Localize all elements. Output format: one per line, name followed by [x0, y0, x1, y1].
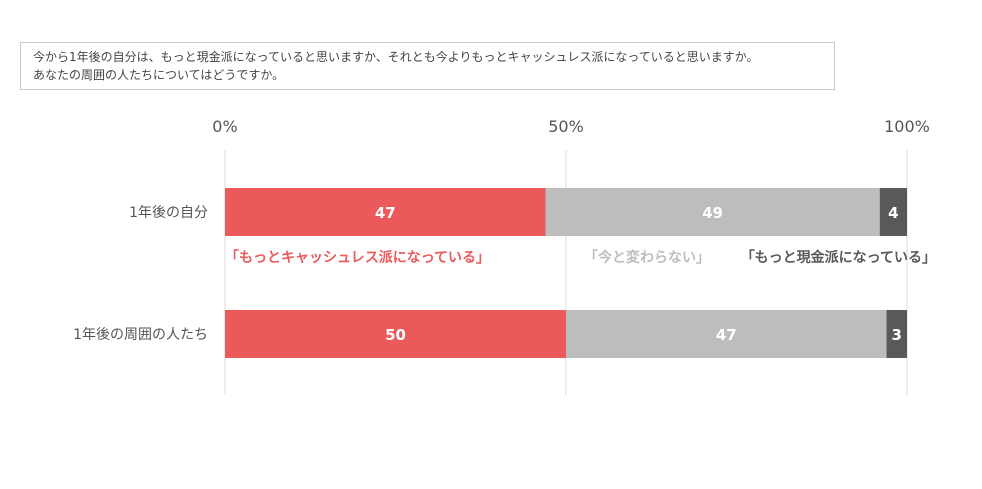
- data-label: 3: [892, 326, 902, 344]
- category-label: 1年後の周囲の人たち: [73, 327, 208, 343]
- bar-segment: [566, 310, 887, 358]
- bar-segment: [545, 188, 880, 236]
- legend-label: 「もっと現金派になっている」: [741, 249, 936, 266]
- question-line-2: あなたの周囲の人たちについてはどうですか。: [33, 68, 285, 82]
- legend-label: 「もっとキャッシュレス派になっている」: [225, 249, 490, 266]
- x-tick-label: 0%: [212, 117, 237, 136]
- bar-segment: [879, 188, 907, 236]
- x-tick-label: 100%: [884, 117, 930, 136]
- data-label: 4: [888, 204, 898, 222]
- data-label: 47: [375, 204, 396, 222]
- bar-segment: [225, 188, 546, 236]
- legend-label: 「今と変わらない」: [584, 249, 710, 266]
- data-label: 49: [702, 204, 723, 222]
- x-tick-label: 50%: [548, 117, 584, 136]
- bar-segment: [886, 310, 907, 358]
- data-label: 50: [385, 326, 406, 344]
- question-line-1: 今から1年後の自分は、もっと現金派になっていると思いますか、それとも今よりもっと…: [33, 50, 759, 64]
- bar-segment: [225, 310, 566, 358]
- category-label: 1年後の自分: [129, 205, 208, 221]
- data-label: 47: [716, 326, 737, 344]
- question-box: 今から1年後の自分は、もっと現金派になっていると思いますか、それとも今よりもっと…: [20, 42, 835, 90]
